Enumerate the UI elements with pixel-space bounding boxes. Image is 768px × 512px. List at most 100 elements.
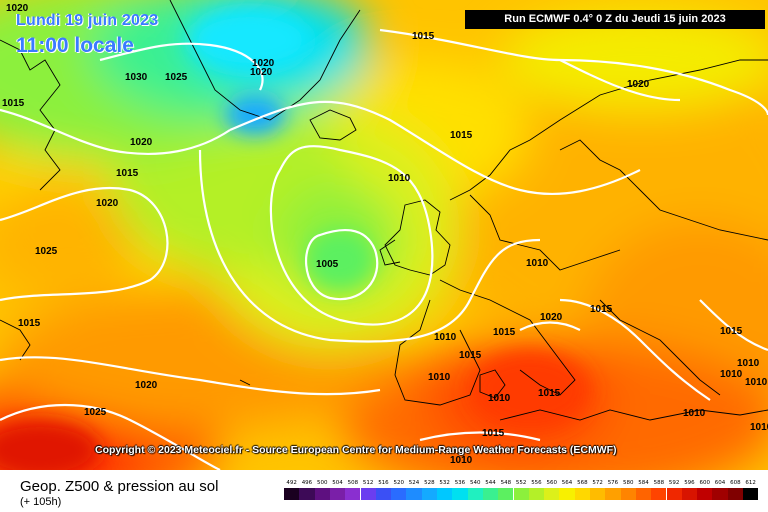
scale-label: 612 <box>745 480 756 486</box>
scale-swatch <box>482 488 499 500</box>
scale-label: 576 <box>607 480 619 486</box>
isobar-label: 1010 <box>750 422 768 433</box>
isobar-label: 1015 <box>590 304 613 315</box>
isobar-label: 1015 <box>459 350 482 361</box>
isobar-label: 1010 <box>450 455 473 466</box>
scale-swatch <box>544 488 560 500</box>
isobar-label: 1025 <box>84 407 107 418</box>
scale-label: 552 <box>515 480 527 486</box>
scale-swatch <box>712 488 728 500</box>
isobar-label: 1010 <box>745 377 768 388</box>
forecast-local-time: 11:00 locale <box>16 34 134 57</box>
isobar-label: 1010 <box>428 372 451 383</box>
scale-swatch <box>590 488 606 500</box>
scale-swatch <box>421 488 437 500</box>
scale-label: 500 <box>317 480 328 486</box>
scale-label: 536 <box>454 480 466 486</box>
isobar-label: 1020 <box>6 3 29 14</box>
scale-swatch <box>528 488 545 500</box>
forecast-date: Lundi 19 juin 2023 <box>16 12 159 29</box>
scale-swatch <box>437 488 453 500</box>
isobar-label: 1020 <box>135 380 158 391</box>
scale-swatch <box>360 488 376 500</box>
isobar-label: 1015 <box>538 388 561 399</box>
scale-label: 580 <box>623 480 634 486</box>
forecast-hour: (+ 105h) <box>20 496 62 508</box>
scale-label: 568 <box>577 480 588 486</box>
scale-swatch <box>467 488 483 500</box>
isobar-labels: 1020 1015 1030 1025 1020 1020 1015 1020 1015 1020… <box>2 3 768 466</box>
parameter-title: Geop. Z500 & pression au sol <box>20 478 219 495</box>
isobar-label: 1025 <box>35 246 58 257</box>
scale-label: 588 <box>653 480 665 486</box>
scale-swatch <box>314 488 330 500</box>
scale-swatch <box>345 488 361 500</box>
scale-swatch <box>513 488 529 500</box>
scale-label: 608 <box>730 480 741 486</box>
scale-label: 564 <box>561 480 573 486</box>
isobar-label: 1020 <box>130 137 153 148</box>
isobar-label: 1010 <box>720 369 743 380</box>
scale-label: 592 <box>668 480 680 486</box>
scale-swatch <box>605 488 621 500</box>
forecast-map: 1020 1015 1030 1025 1020 1020 1015 1020 1015 1020… <box>0 0 768 470</box>
scale-swatch <box>651 488 667 500</box>
scale-label: 504 <box>332 480 343 486</box>
scale-label: 508 <box>347 480 359 486</box>
scale-swatch <box>666 488 682 500</box>
scale-swatch <box>727 488 743 500</box>
isobar-label: 1020 <box>96 198 119 209</box>
isobar-label: 1010 <box>434 332 457 343</box>
scale-label: 548 <box>500 480 512 486</box>
scale-swatch <box>284 488 300 500</box>
isobar-label: 1015 <box>482 428 505 439</box>
scale-swatch <box>697 488 713 500</box>
scale-label: 584 <box>638 480 649 486</box>
isobar-label: 1015 <box>450 130 473 141</box>
copyright-notice: Copyright © 2023 Meteociel.fr - Source E… <box>95 444 617 456</box>
isobar-label: 1015 <box>493 327 516 338</box>
model-run-info: Run ECMWF 0.4° 0 Z du Jeudi 15 juin 2023 <box>465 10 765 29</box>
scale-label: 496 <box>301 480 313 486</box>
isobar-label: 1015 <box>412 31 435 42</box>
isobars <box>0 28 768 470</box>
isobar-label: 1010 <box>388 173 411 184</box>
scale-label: 524 <box>408 480 420 486</box>
scale-label: 516 <box>378 480 389 486</box>
scale-label: 492 <box>286 480 297 486</box>
scale-swatch <box>406 488 422 500</box>
scale-swatch <box>635 488 652 500</box>
coastlines <box>0 0 768 421</box>
scale-label: 560 <box>546 480 558 486</box>
scale-label: 596 <box>684 480 695 486</box>
isobar-label: 1015 <box>116 168 139 179</box>
isobar-label: 1015 <box>18 318 41 329</box>
isobar-label: 1015 <box>2 98 25 109</box>
scale-label: 556 <box>531 480 542 486</box>
isobar-label: 1020 <box>627 79 650 90</box>
isobar-label: 1010 <box>488 393 511 404</box>
scale-label: 532 <box>439 480 450 486</box>
isobar-label: 1020 <box>252 58 275 69</box>
isobar-label: 1010 <box>526 258 549 269</box>
isobar-label: 1020 <box>540 312 563 323</box>
scale-swatch <box>329 488 346 500</box>
scale-swatch <box>498 488 514 500</box>
scale-swatch <box>299 488 315 500</box>
scale-swatch <box>681 488 698 500</box>
isobar-label: 1030 <box>125 72 148 83</box>
scale-swatch <box>743 488 759 500</box>
scale-label: 572 <box>592 480 603 486</box>
scale-label: 604 <box>714 480 726 486</box>
scale-swatch <box>559 488 575 500</box>
scale-swatch <box>620 488 636 500</box>
scale-label: 600 <box>699 480 711 486</box>
scale-swatch <box>574 488 590 500</box>
scale-label: 544 <box>485 480 496 486</box>
scale-swatch <box>375 488 392 500</box>
scale-label: 528 <box>424 480 435 486</box>
isobar-label: 1010 <box>737 358 760 369</box>
scale-swatch <box>452 488 468 500</box>
scale-label: 540 <box>470 480 481 486</box>
isobar-label: 1010 <box>683 408 706 419</box>
